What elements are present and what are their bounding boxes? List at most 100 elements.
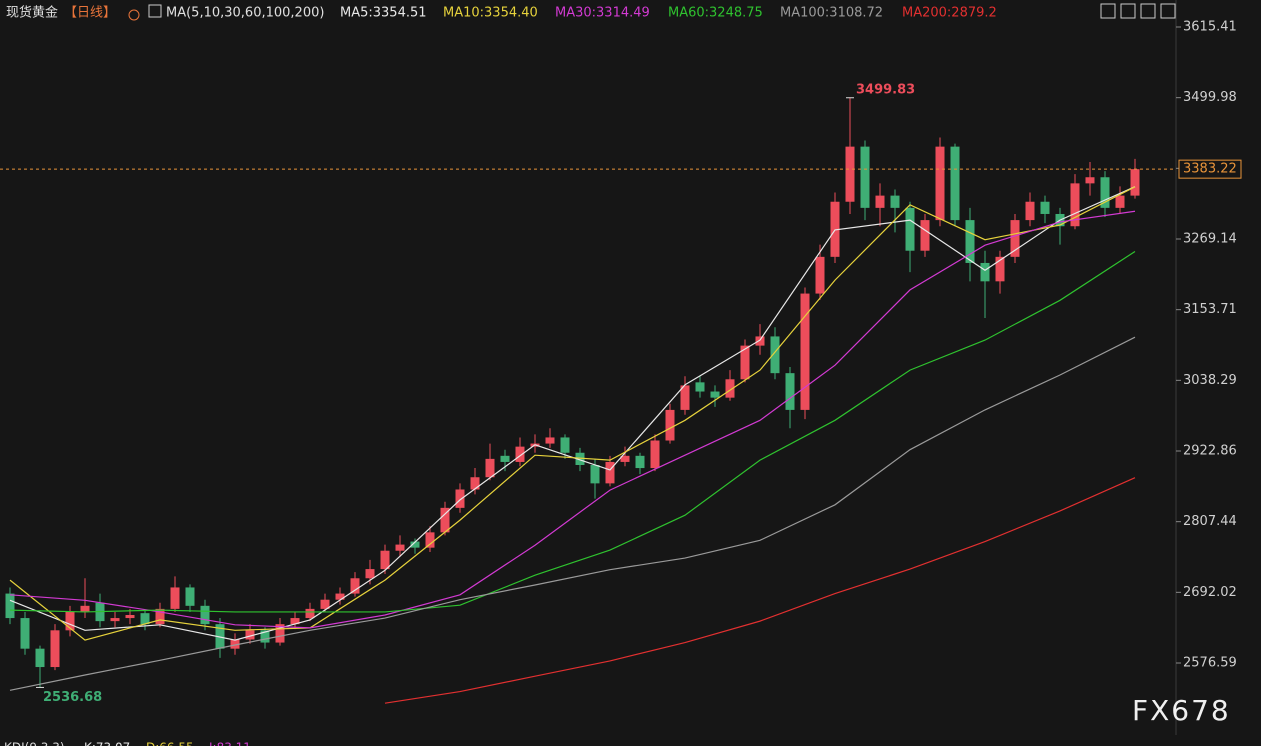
candle-body xyxy=(1040,201,1050,214)
legend-entry: MA100:3108.72 xyxy=(780,6,883,21)
candle-body xyxy=(965,220,975,263)
indicator-value: J:83.11 xyxy=(208,741,251,746)
candle-body xyxy=(485,458,495,478)
candle-body xyxy=(320,599,330,609)
tool-button[interactable] xyxy=(1120,3,1136,19)
candle-body xyxy=(665,409,675,441)
period-label: 【日线】 xyxy=(64,6,116,21)
legend-entry: MA200:2879.2 xyxy=(902,6,997,21)
candle-body xyxy=(170,587,180,609)
ma-line xyxy=(9,210,1136,629)
candle-body xyxy=(1070,183,1080,227)
candle-body xyxy=(335,593,345,600)
y-tick-label: 3038.29 xyxy=(1183,373,1237,388)
candle-body xyxy=(740,345,750,380)
candle-body xyxy=(995,256,1005,282)
candle-body xyxy=(1130,169,1140,196)
y-tick-label: 3499.98 xyxy=(1183,90,1237,105)
candle-body xyxy=(50,630,60,668)
candle-body xyxy=(590,465,600,484)
indicator-value: K:73.07 xyxy=(84,741,130,746)
indicator-icon[interactable] xyxy=(148,4,162,18)
candles xyxy=(5,97,1140,688)
settings-icon[interactable] xyxy=(128,9,140,21)
candle-body xyxy=(65,611,75,631)
candle-body xyxy=(1025,201,1035,221)
last-price-label: 3383.22 xyxy=(1183,162,1237,177)
candle-body xyxy=(290,618,300,625)
tool-button[interactable] xyxy=(1100,3,1116,19)
watermark: FX678 xyxy=(1132,694,1231,727)
candle-body xyxy=(875,195,885,208)
candle-body xyxy=(425,532,435,548)
ma-line xyxy=(9,186,1136,641)
candle-body xyxy=(470,477,480,490)
candle-body xyxy=(440,507,450,533)
candle-body xyxy=(380,550,390,570)
candle-body xyxy=(770,336,780,374)
y-tick-label: 3153.71 xyxy=(1183,302,1237,317)
candle-body xyxy=(650,440,660,469)
candle-body xyxy=(1115,195,1125,208)
candle-body xyxy=(185,587,195,606)
toolbar xyxy=(1100,3,1176,19)
ma-line xyxy=(384,477,1136,704)
candle-body xyxy=(80,605,90,612)
high-label: 3499.83 xyxy=(856,82,915,97)
tool-button[interactable] xyxy=(1140,3,1156,19)
candle-body xyxy=(275,624,285,643)
low-label: 2536.68 xyxy=(43,690,102,705)
last-price-box xyxy=(1178,159,1242,179)
candle-body xyxy=(935,146,945,221)
candle-body xyxy=(500,455,510,462)
candle-body xyxy=(950,146,960,221)
candle-body xyxy=(365,569,375,579)
y-tick-label: 2807.44 xyxy=(1183,514,1237,529)
candle-body xyxy=(860,146,870,208)
candle-body xyxy=(830,201,840,257)
candle-body xyxy=(635,455,645,469)
candle-body xyxy=(350,578,360,594)
y-tick-label: 2692.02 xyxy=(1183,585,1237,600)
candle-body xyxy=(515,446,525,462)
candle-body xyxy=(1100,177,1110,208)
tool-button[interactable] xyxy=(1160,3,1176,19)
candle-body xyxy=(1085,177,1095,184)
candle-body xyxy=(710,391,720,398)
candle-body xyxy=(155,608,165,625)
candle-body xyxy=(230,639,240,649)
candle-body xyxy=(110,618,120,622)
y-tick-label: 3269.14 xyxy=(1183,231,1237,246)
ma-line xyxy=(9,250,1136,613)
indicator-name: KDJ(9,3,3) xyxy=(4,741,65,746)
y-tick-label: 2922.86 xyxy=(1183,444,1237,459)
candle-body xyxy=(200,605,210,625)
ma-line xyxy=(9,336,1136,691)
legend-entry: MA10:3354.40 xyxy=(443,6,538,21)
indicator-value: D:66.55 xyxy=(146,741,194,746)
candle-body xyxy=(845,146,855,202)
candle-body xyxy=(695,382,705,392)
legend-entry: MA30:3314.49 xyxy=(555,6,650,21)
candle-body xyxy=(455,489,465,508)
y-tick-label: 3615.41 xyxy=(1183,19,1237,34)
candle-body xyxy=(890,195,900,208)
legend-entry: MA5:3354.51 xyxy=(340,6,427,21)
candle-body xyxy=(35,648,45,668)
candle-body xyxy=(575,452,585,465)
candle-body xyxy=(560,437,570,453)
chart-title: 现货黄金 xyxy=(6,5,58,21)
candle-body xyxy=(620,455,630,462)
candle-body xyxy=(410,541,420,548)
candle-body xyxy=(785,373,795,410)
candle-body xyxy=(545,437,555,444)
candle-body xyxy=(755,336,765,346)
candle-body xyxy=(905,207,915,251)
candle-body xyxy=(260,630,270,643)
candle-body xyxy=(125,615,135,619)
indicator-title: MA(5,10,30,60,100,200) xyxy=(166,6,324,21)
candle-body xyxy=(140,613,150,625)
